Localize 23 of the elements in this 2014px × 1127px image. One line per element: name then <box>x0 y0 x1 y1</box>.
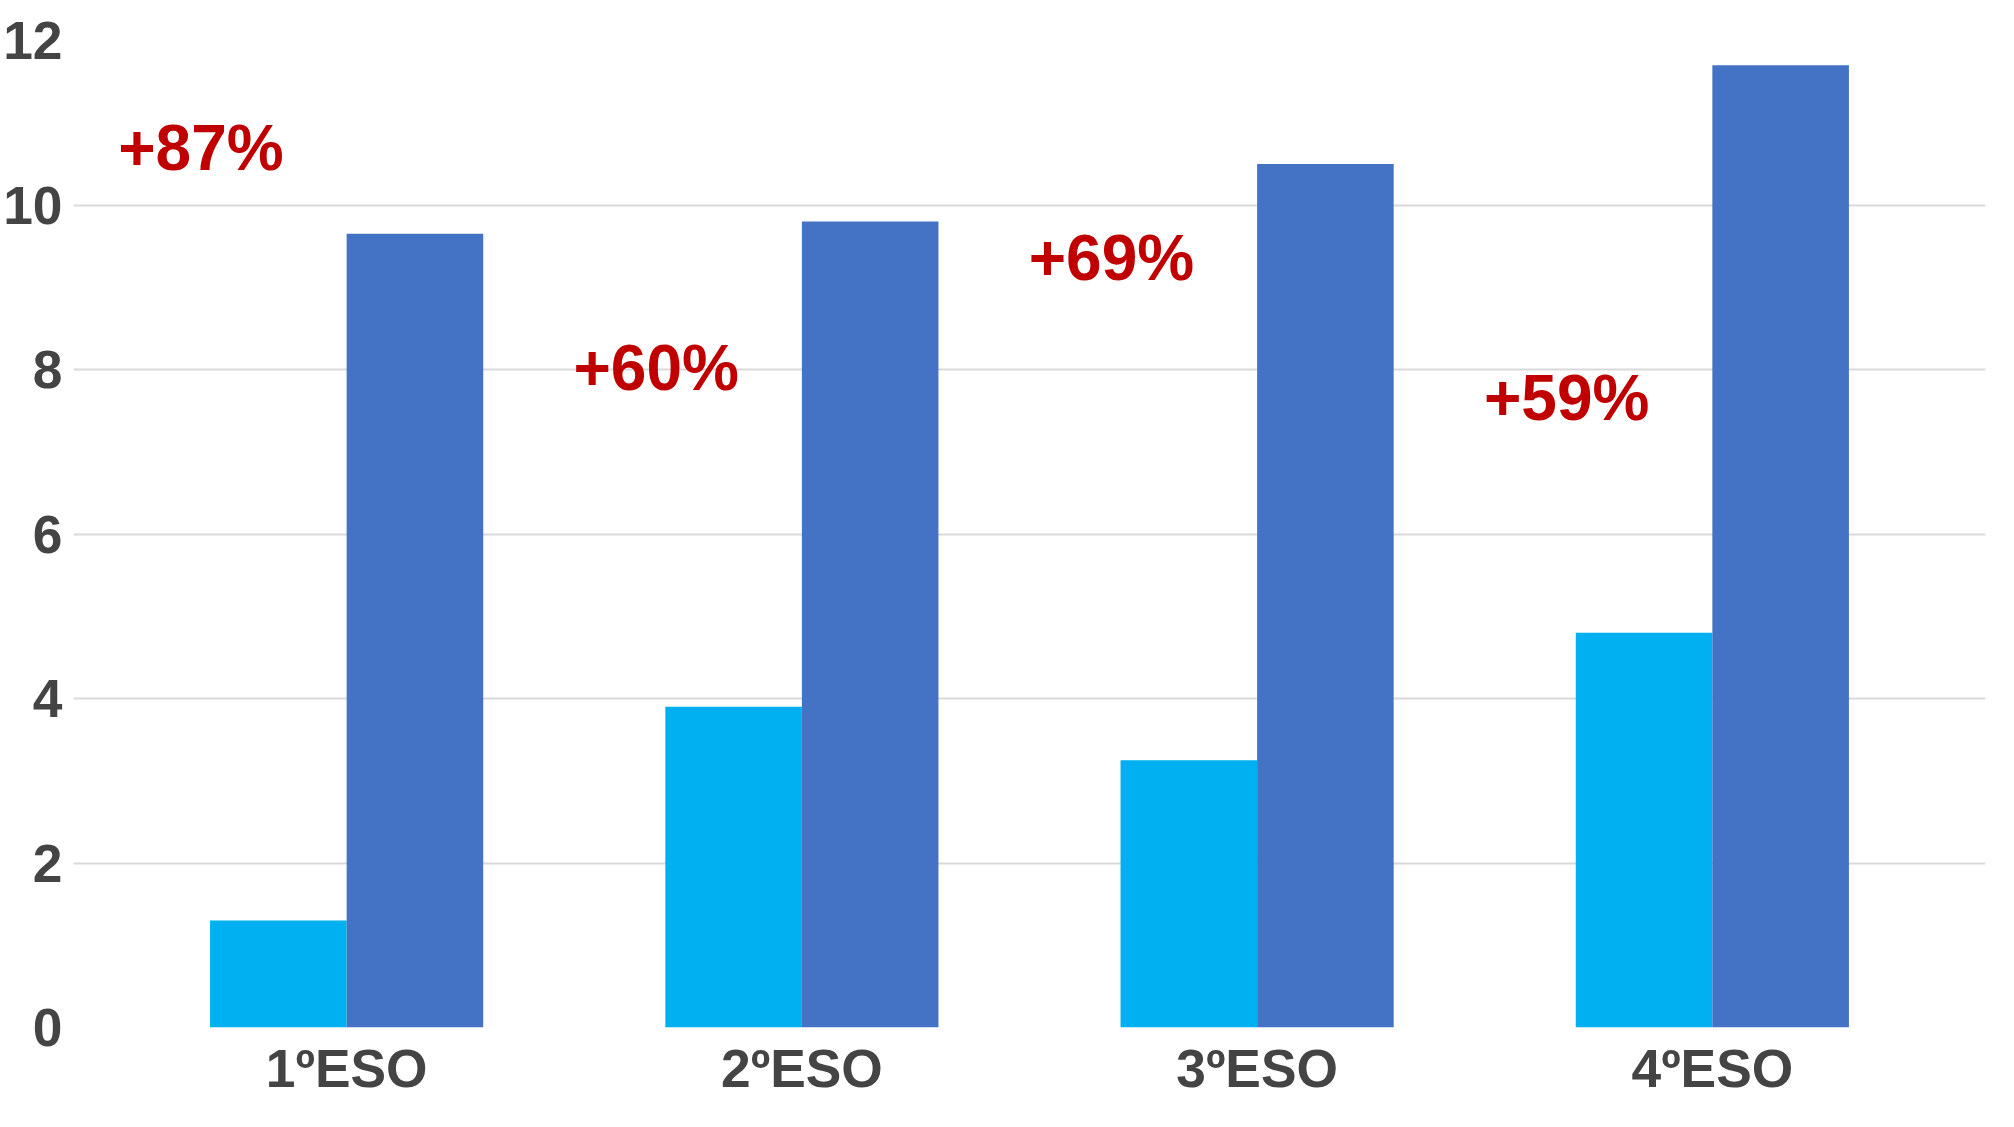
y-tick-label: 0 <box>32 998 63 1057</box>
y-tick-label: 2 <box>32 833 63 893</box>
y-tick-label: 6 <box>32 504 63 564</box>
annotation: +87% <box>118 111 284 184</box>
bar <box>801 221 939 1028</box>
bar <box>210 920 347 1028</box>
bar <box>1575 632 1713 1028</box>
x-tick-label: 4ºESO <box>1631 1038 1794 1098</box>
y-tick-label: 10 <box>3 175 63 235</box>
bar <box>665 706 802 1028</box>
annotation: +60% <box>573 331 739 404</box>
x-tick-label: 3ºESO <box>1176 1038 1339 1098</box>
x-tick-label: 1ºESO <box>265 1038 428 1098</box>
bar <box>346 233 484 1028</box>
bar <box>1257 163 1394 1028</box>
y-tick-label: 12 <box>3 11 63 70</box>
annotation: +59% <box>1483 361 1650 434</box>
x-tick-label: 2ºESO <box>721 1038 883 1098</box>
y-tick-label: 4 <box>32 669 63 728</box>
bar <box>1712 65 1849 1028</box>
annotation: +69% <box>1028 221 1195 294</box>
y-tick-label: 8 <box>32 340 63 399</box>
bar <box>1120 760 1258 1028</box>
